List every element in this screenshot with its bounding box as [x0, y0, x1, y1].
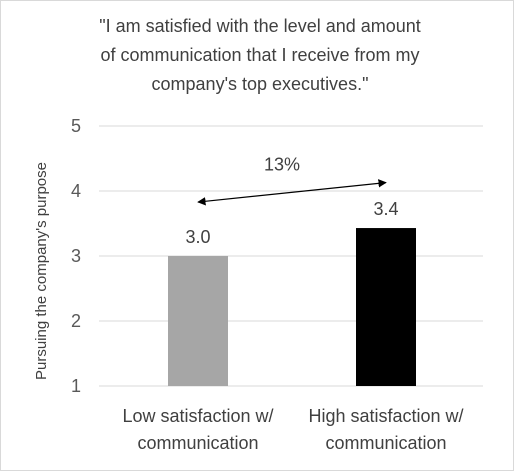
bar-data-label: 3.4 — [373, 199, 398, 219]
category-label: Low satisfaction w/ — [122, 406, 273, 426]
y-tick-label: 4 — [71, 181, 81, 201]
category-label: High satisfaction w/ — [308, 406, 463, 426]
bar — [168, 256, 228, 386]
bar — [356, 228, 416, 386]
category-label: communication — [137, 433, 258, 453]
chart-title: "I am satisfied with the level and amoun… — [99, 16, 421, 94]
y-tick-label: 5 — [71, 116, 81, 136]
chart-title-line: "I am satisfied with the level and amoun… — [99, 16, 421, 36]
gridlines — [99, 125, 483, 387]
y-tick-labels: 1 2 3 4 5 — [71, 116, 81, 396]
chart-title-line: of communication that I receive from my — [100, 45, 419, 65]
bar-data-label: 3.0 — [185, 227, 210, 247]
y-tick-label: 2 — [71, 311, 81, 331]
growth-percent-label: 13% — [264, 155, 300, 175]
growth-annotation: 13% — [197, 155, 387, 206]
bars — [168, 228, 416, 386]
y-tick-label: 1 — [71, 376, 81, 396]
chart-title-line: company's top executives." — [152, 74, 369, 94]
category-labels: Low satisfaction w/communication High sat… — [122, 406, 463, 453]
y-tick-label: 3 — [71, 246, 81, 266]
y-axis-label: Pursuing the company's purpose — [33, 162, 50, 380]
category-label: communication — [325, 433, 446, 453]
double-arrow-icon — [197, 179, 387, 206]
